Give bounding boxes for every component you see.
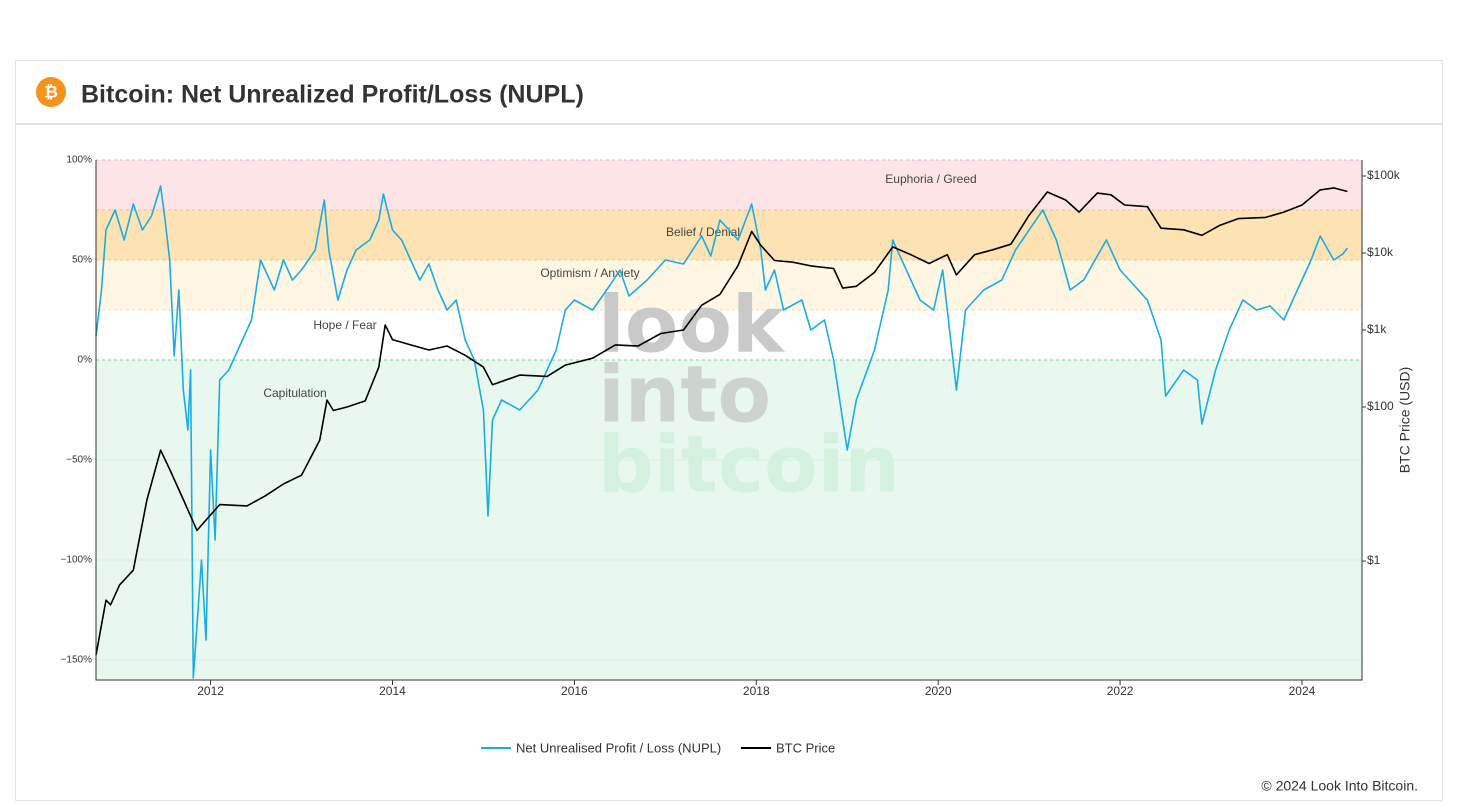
plot: 100% 50% 0% −50% −100% −150% Euphoria / Greed B…: [61, 155, 1413, 756]
y-tick-label: −150%: [61, 655, 93, 666]
y2-axis-title: BTC Price (USD): [1397, 367, 1413, 474]
series-line: [95, 185, 1349, 679]
watermark: into: [598, 350, 771, 440]
zone-label: Euphoria / Greed: [885, 172, 976, 186]
zone-label: Optimism / Anxiety: [540, 266, 639, 280]
series-line: [95, 187, 1348, 656]
x-tick-label: 2020: [925, 684, 952, 698]
y-tick-label: 50%: [72, 255, 92, 266]
x-tick-label: 2024: [1289, 684, 1316, 698]
x-tick-label: 2022: [1107, 684, 1134, 698]
y2-tick-label: $10k: [1367, 245, 1394, 259]
y-tick-label: −100%: [61, 555, 93, 566]
copyright: © 2024 Look Into Bitcoin.: [1261, 778, 1418, 794]
zone-label: Hope / Fear: [313, 318, 376, 332]
bitcoin-icon: [36, 77, 66, 107]
y2-tick-label: $1k: [1367, 322, 1387, 336]
x-tick-label: 2014: [379, 684, 406, 698]
y-tick-label: −50%: [66, 455, 92, 466]
y2-tick-label: $100k: [1367, 168, 1401, 182]
axis-frame: [95, 160, 1363, 681]
legend-label: Net Unrealised Profit / Loss (NUPL): [516, 740, 721, 755]
bitcoin-icon-glyph: ₿: [44, 82, 58, 101]
zone-band: [96, 160, 1362, 210]
legend-label: BTC Price: [776, 740, 835, 755]
zone-band: [96, 310, 1362, 360]
zone-label: Belief / Denial: [666, 225, 740, 239]
y-tick-label: 100%: [66, 155, 92, 166]
zone-band: [96, 260, 1362, 310]
y2-tick-label: $100: [1367, 399, 1394, 413]
watermark: bitcoin: [598, 420, 900, 510]
x-tick-label: 2018: [743, 684, 770, 698]
x-tick-label: 2016: [561, 684, 588, 698]
x-tick-label: 2012: [197, 684, 224, 698]
page-title: Bitcoin: Net Unrealized Profit/Loss (NUP…: [81, 81, 584, 109]
zone-label: Capitulation: [263, 386, 326, 400]
y-tick-label: 0%: [78, 355, 93, 366]
y2-tick-label: $1: [1367, 553, 1381, 567]
zone-band: [96, 210, 1362, 260]
zone-band: [96, 360, 1362, 680]
